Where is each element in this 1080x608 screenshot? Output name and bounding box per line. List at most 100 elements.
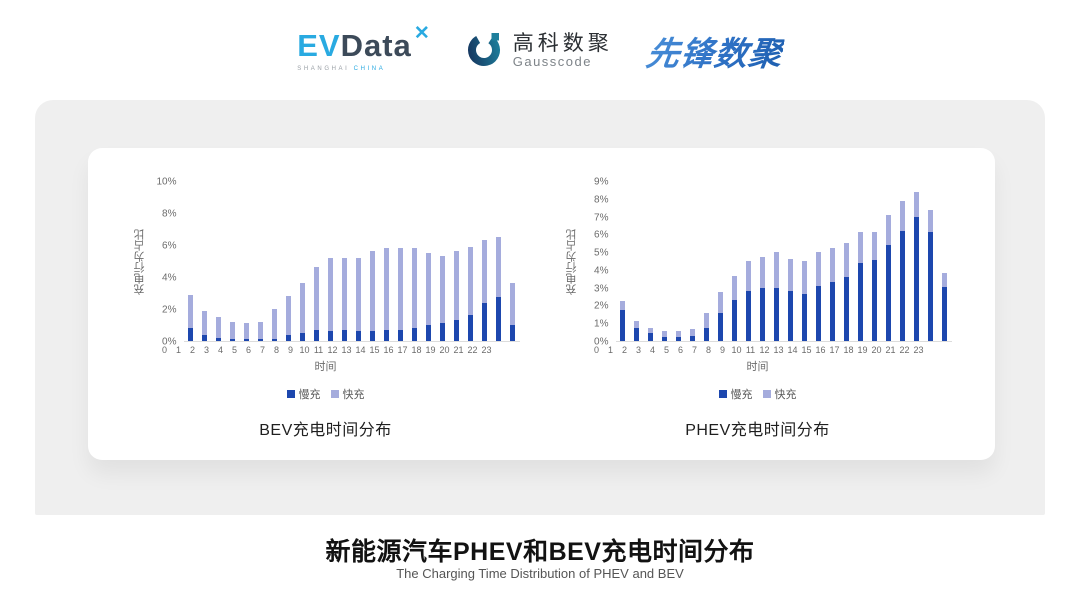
bar-segment-slow	[496, 297, 501, 341]
bar-hour-19	[882, 214, 896, 341]
bar-segment-fast	[454, 251, 459, 321]
bar-segment-fast	[830, 247, 835, 283]
x-tick-label: 5	[663, 345, 669, 355]
bev-chart: 充电行为占比 0% 2% 4% 6% 8% 10% 0 1 2 3 4 5 6 7 8 9 10 11 12 13 1…	[132, 177, 520, 440]
bar-hour-20	[464, 246, 478, 341]
bar-hour-6	[268, 309, 282, 341]
x-tick-label: 11	[745, 345, 756, 355]
bar-segment-slow	[732, 300, 737, 341]
bar-hour-3	[658, 331, 672, 341]
page-title: 新能源汽车PHEV和BEV充电时间分布	[325, 538, 755, 566]
bar-segment-slow	[704, 327, 709, 341]
y-tick-label: 9%	[594, 176, 609, 188]
bar-hour-22	[492, 237, 506, 341]
bar-segment-fast	[816, 252, 821, 286]
bar-segment-slow	[830, 282, 835, 341]
bar-segment-fast	[746, 261, 751, 292]
bar-hour-9	[742, 261, 756, 341]
bar-segment-fast	[482, 240, 487, 303]
bar-segment-fast	[272, 309, 277, 339]
evdata-shanghai-text: SHANGHAI	[297, 66, 350, 72]
bar-segment-fast	[202, 310, 207, 336]
bar-hour-12	[352, 257, 366, 341]
bar-segment-slow	[468, 315, 473, 341]
bar-segment-fast	[676, 331, 681, 337]
bar-segment-fast	[510, 283, 515, 325]
xianfeng-shuju-logo: 先锋数聚	[643, 27, 786, 75]
bar-segment-slow	[216, 337, 221, 341]
y-tick-label: 0%	[594, 336, 609, 348]
x-tick-label: 0	[161, 345, 167, 355]
evdata-x-icon: ✕	[413, 23, 430, 44]
bar-segment-fast	[412, 248, 417, 329]
bar-hour-13	[366, 251, 380, 341]
bar-segment-slow	[272, 338, 277, 341]
bar-segment-fast	[858, 231, 863, 263]
gausscode-ring-icon	[464, 29, 504, 74]
y-tick-label: 5%	[594, 247, 609, 259]
phev-x-axis-title: 时间	[746, 361, 769, 373]
bar-hour-18	[868, 231, 882, 341]
y-tick-label: 8%	[162, 208, 177, 220]
gausscode-cn-text: 高科数聚	[512, 32, 613, 56]
bar-hour-17	[854, 231, 868, 341]
bar-hour-4	[240, 323, 254, 341]
bar-hour-5	[686, 328, 700, 341]
x-tick-label: 14	[787, 345, 798, 355]
bar-hour-11	[770, 252, 784, 341]
bar-segment-slow	[440, 323, 445, 341]
bar-segment-slow	[858, 262, 863, 341]
bar-hour-17	[422, 253, 436, 341]
bar-segment-slow	[482, 302, 487, 341]
y-tick-label: 8%	[594, 194, 609, 206]
bar-segment-slow	[258, 339, 263, 341]
legend-label: 快充	[774, 389, 797, 401]
x-tick-label: 15	[369, 345, 380, 355]
bar-segment-fast	[802, 261, 807, 294]
bar-segment-fast	[844, 243, 849, 277]
x-tick-label: 8	[705, 345, 711, 355]
bar-hour-13	[798, 261, 812, 341]
bar-hour-0	[184, 294, 198, 341]
x-tick-label: 20	[871, 345, 882, 355]
x-tick-label: 6	[677, 345, 683, 355]
bar-segment-slow	[370, 330, 375, 341]
bar-segment-fast	[258, 321, 263, 340]
legend-label: 慢充	[730, 389, 753, 401]
x-tick-label: 22	[899, 345, 910, 355]
bar-segment-fast	[328, 257, 333, 331]
x-tick-label: 19	[425, 345, 436, 355]
y-tick-label: 10%	[156, 176, 177, 188]
bar-segment-slow	[900, 230, 905, 341]
x-tick-label: 14	[355, 345, 366, 355]
bar-segment-slow	[454, 320, 459, 341]
bar-hour-12	[784, 259, 798, 341]
legend-swatch-icon	[286, 390, 295, 398]
x-tick-label: 5	[231, 345, 237, 355]
x-tick-label: 16	[815, 345, 826, 355]
x-tick-label: 13	[773, 345, 784, 355]
legend-swatch-icon	[330, 390, 339, 398]
phev-chart: 充电行为占比 0% 1% 2% 3% 4% 5% 6% 7% 8% 9% 0 1 2 3 4 5 6 7 8 9 10…	[564, 177, 952, 440]
bar-segment-slow	[788, 291, 793, 341]
charts-card: 充电行为占比 0% 2% 4% 6% 8% 10% 0 1 2 3 4 5 6 7 8 9 10 11 12 13 1…	[88, 148, 995, 460]
x-tick-label: 17	[397, 345, 408, 355]
bar-hour-2	[212, 317, 226, 341]
bar-segment-fast	[620, 301, 625, 310]
bar-segment-fast	[662, 331, 667, 337]
legend-label: 慢充	[298, 389, 321, 401]
bar-segment-fast	[440, 256, 445, 324]
bar-hour-22	[924, 210, 938, 341]
x-tick-label: 7	[259, 345, 265, 355]
bar-hour-0	[616, 301, 630, 341]
bar-segment-slow	[942, 286, 947, 341]
x-tick-label: 13	[341, 345, 352, 355]
evdata-data-text: Data	[340, 28, 412, 63]
bar-segment-slow	[426, 325, 431, 341]
bar-hour-16	[408, 248, 422, 341]
bar-segment-slow	[872, 260, 877, 341]
bar-segment-fast	[244, 323, 249, 340]
bar-segment-slow	[914, 216, 919, 341]
bar-segment-fast	[286, 296, 291, 336]
bar-segment-slow	[760, 287, 765, 341]
